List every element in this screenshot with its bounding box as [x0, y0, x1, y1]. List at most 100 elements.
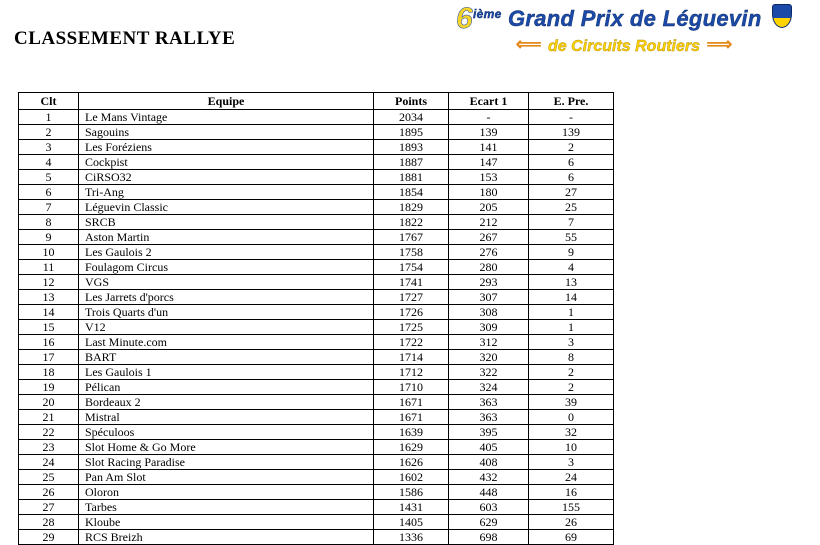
table-row: 21Mistral16713630	[19, 410, 614, 425]
table-row: 12VGS174129313	[19, 275, 614, 290]
cell-equipe: Mistral	[79, 410, 374, 425]
cell-ecart1: 363	[449, 410, 529, 425]
cell-epre: 1	[529, 320, 614, 335]
col-points: Points	[374, 93, 449, 110]
cell-epre: 55	[529, 230, 614, 245]
table-row: 28Kloube140562926	[19, 515, 614, 530]
cell-epre: 2	[529, 140, 614, 155]
cell-ecart1: 408	[449, 455, 529, 470]
table-row: 6Tri-Ang185418027	[19, 185, 614, 200]
cell-equipe: Le Mans Vintage	[79, 110, 374, 125]
cell-epre: 0	[529, 410, 614, 425]
cell-clt: 20	[19, 395, 79, 410]
cell-clt: 26	[19, 485, 79, 500]
cell-epre: 4	[529, 260, 614, 275]
cell-epre: 6	[529, 155, 614, 170]
cell-points: 1725	[374, 320, 449, 335]
table-row: 11Foulagom Circus17542804	[19, 260, 614, 275]
cell-epre: -	[529, 110, 614, 125]
cell-points: 1887	[374, 155, 449, 170]
cell-clt: 17	[19, 350, 79, 365]
cell-points: 1671	[374, 395, 449, 410]
arrow-right-icon: ⟹	[706, 34, 732, 55]
cell-equipe: Pan Am Slot	[79, 470, 374, 485]
cell-ecart1: -	[449, 110, 529, 125]
cell-epre: 6	[529, 170, 614, 185]
cell-epre: 27	[529, 185, 614, 200]
col-epre: E. Pre.	[529, 93, 614, 110]
cell-epre: 39	[529, 395, 614, 410]
cell-points: 1586	[374, 485, 449, 500]
cell-epre: 24	[529, 470, 614, 485]
cell-epre: 14	[529, 290, 614, 305]
cell-points: 1602	[374, 470, 449, 485]
cell-clt: 11	[19, 260, 79, 275]
arrow-left-icon: ⟸	[516, 34, 542, 55]
cell-points: 1893	[374, 140, 449, 155]
cell-equipe: Tri-Ang	[79, 185, 374, 200]
cell-ecart1: 448	[449, 485, 529, 500]
cell-ecart1: 405	[449, 440, 529, 455]
col-clt: Clt	[19, 93, 79, 110]
table-row: 15V1217253091	[19, 320, 614, 335]
cell-ecart1: 308	[449, 305, 529, 320]
table-row: 2Sagouins1895139139	[19, 125, 614, 140]
cell-clt: 4	[19, 155, 79, 170]
cell-ecart1: 312	[449, 335, 529, 350]
cell-points: 1726	[374, 305, 449, 320]
edition-number: 6	[456, 2, 473, 35]
cell-equipe: V12	[79, 320, 374, 335]
table-row: 7Léguevin Classic182920525	[19, 200, 614, 215]
cell-clt: 22	[19, 425, 79, 440]
cell-equipe: Trois Quarts d'un	[79, 305, 374, 320]
banner-main: Grand Prix de Léguevin	[508, 6, 762, 31]
cell-equipe: Foulagom Circus	[79, 260, 374, 275]
table-header-row: Clt Equipe Points Ecart 1 E. Pre.	[19, 93, 614, 110]
cell-equipe: Slot Racing Paradise	[79, 455, 374, 470]
cell-epre: 16	[529, 485, 614, 500]
cell-ecart1: 363	[449, 395, 529, 410]
cell-points: 1431	[374, 500, 449, 515]
edition-ordinal: ième	[473, 7, 502, 21]
cell-ecart1: 320	[449, 350, 529, 365]
cell-equipe: Last Minute.com	[79, 335, 374, 350]
table-row: 16Last Minute.com17223123	[19, 335, 614, 350]
cell-ecart1: 180	[449, 185, 529, 200]
cell-ecart1: 309	[449, 320, 529, 335]
page-title: CLASSEMENT RALLYE	[14, 28, 235, 50]
cell-clt: 18	[19, 365, 79, 380]
cell-points: 1405	[374, 515, 449, 530]
cell-ecart1: 432	[449, 470, 529, 485]
cell-points: 1822	[374, 215, 449, 230]
cell-clt: 14	[19, 305, 79, 320]
cell-points: 1758	[374, 245, 449, 260]
cell-epre: 9	[529, 245, 614, 260]
table-row: 17BART17143208	[19, 350, 614, 365]
cell-points: 1629	[374, 440, 449, 455]
cell-ecart1: 629	[449, 515, 529, 530]
table-row: 9Aston Martin176726755	[19, 230, 614, 245]
cell-equipe: Les Gaulois 2	[79, 245, 374, 260]
cell-epre: 10	[529, 440, 614, 455]
cell-points: 1854	[374, 185, 449, 200]
cell-ecart1: 153	[449, 170, 529, 185]
cell-points: 1727	[374, 290, 449, 305]
cell-points: 1767	[374, 230, 449, 245]
cell-points: 1626	[374, 455, 449, 470]
cell-ecart1: 205	[449, 200, 529, 215]
cell-ecart1: 307	[449, 290, 529, 305]
cell-clt: 6	[19, 185, 79, 200]
cell-ecart1: 324	[449, 380, 529, 395]
cell-epre: 2	[529, 380, 614, 395]
cell-equipe: Aston Martin	[79, 230, 374, 245]
cell-equipe: SRCB	[79, 215, 374, 230]
cell-points: 1881	[374, 170, 449, 185]
cell-points: 1336	[374, 530, 449, 545]
table-row: 26Oloron158644816	[19, 485, 614, 500]
cell-points: 1754	[374, 260, 449, 275]
cell-points: 1710	[374, 380, 449, 395]
table-row: 25Pan Am Slot160243224	[19, 470, 614, 485]
cell-equipe: Pélican	[79, 380, 374, 395]
cell-equipe: Léguevin Classic	[79, 200, 374, 215]
table-row: 27Tarbes1431603155	[19, 500, 614, 515]
